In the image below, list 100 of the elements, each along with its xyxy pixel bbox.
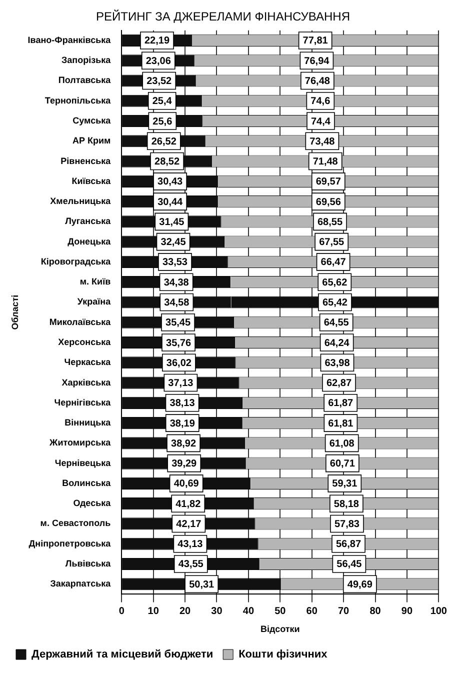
y-tick-label: Запорізька	[62, 55, 112, 66]
data-label: 31,45	[159, 216, 185, 228]
data-label: 37,13	[168, 378, 194, 390]
y-tick-label: Херсонська	[58, 336, 112, 347]
data-label: 25,4	[152, 96, 172, 108]
data-label: 62,87	[326, 378, 352, 390]
y-tick-label: Донецька	[68, 236, 112, 246]
y-tick-label: Харківська	[62, 377, 112, 388]
y-tick-label: АР Крим	[72, 136, 111, 146]
x-tick-label: 70	[338, 606, 350, 617]
y-tick-label: Львівська	[65, 558, 112, 568]
data-label: 61,08	[329, 438, 355, 450]
data-label: 30,44	[158, 196, 184, 208]
data-label: 65,62	[322, 277, 348, 288]
data-label: 64,55	[324, 318, 350, 329]
data-label: 67,55	[319, 237, 345, 248]
data-label: 76,48	[304, 76, 330, 87]
y-tick-label: Житомирська	[48, 438, 112, 448]
data-label: 74,6	[310, 96, 331, 108]
data-label: 42,17	[176, 518, 202, 530]
x-tick-label: 0	[118, 606, 125, 617]
data-label: 71,48	[312, 156, 338, 168]
data-label: 41,82	[176, 498, 202, 510]
y-tick-label: Одеська	[73, 498, 112, 508]
data-label: 50,31	[189, 579, 215, 590]
y-tick-label: Волинська	[62, 478, 112, 488]
data-label: 65,42	[322, 297, 348, 308]
data-label: 39,29	[172, 458, 198, 470]
y-tick-label: Дніпропетровська	[28, 538, 112, 548]
data-label: 32,45	[160, 237, 186, 248]
data-label: 56,45	[336, 559, 362, 570]
x-tick-label: 90	[401, 606, 413, 617]
y-tick-label: Івано-Франківська	[28, 34, 112, 45]
y-tick-label: Кіровоградська	[40, 256, 112, 266]
x-tick-label: 100	[430, 606, 448, 617]
data-label: 64,24	[324, 338, 350, 349]
data-label: 63,98	[324, 358, 350, 369]
data-label: 76,94	[304, 56, 330, 67]
y-tick-label: Миколаївська	[49, 316, 112, 327]
y-tick-label: Луганська	[65, 216, 112, 226]
x-axis-title: Відсотки	[260, 624, 300, 634]
y-tick-label: Закарпатська	[50, 578, 112, 589]
data-label: 59,31	[332, 478, 358, 490]
x-tick-label: 10	[148, 606, 160, 617]
legend-label: Кошти фізичних	[238, 648, 328, 661]
data-label: 34,58	[164, 297, 190, 308]
data-label: 60,71	[330, 458, 356, 470]
y-tick-label: Київська	[72, 176, 112, 186]
y-tick-label: Україна	[77, 296, 112, 307]
x-tick-label: 80	[370, 606, 382, 617]
data-label: 66,47	[320, 257, 346, 268]
y-tick-label: Чернівецька	[54, 458, 112, 468]
data-label: 77,81	[302, 36, 328, 47]
data-label: 61,81	[328, 418, 354, 430]
data-label: 23,06	[146, 56, 172, 67]
data-label: 38,13	[170, 398, 196, 410]
y-axis-title: Області	[10, 294, 20, 330]
y-tick-label: Полтавська	[58, 75, 112, 86]
data-label: 36,02	[166, 358, 192, 369]
data-label: 43,13	[178, 539, 204, 550]
data-label: 34,38	[164, 277, 190, 288]
y-tick-label: Вінницька	[64, 418, 112, 428]
data-label: 26,52	[151, 136, 177, 148]
data-label: 58,18	[334, 498, 360, 510]
data-label: 57,83	[334, 518, 360, 530]
y-tick-label: Рівненська	[60, 156, 112, 166]
data-label: 38,92	[171, 438, 196, 450]
y-tick-label: Тернопільська	[44, 95, 112, 106]
data-label: 33,53	[162, 257, 188, 268]
y-tick-label: Хмельницька	[50, 196, 112, 206]
data-label: 40,69	[174, 478, 200, 490]
data-label: 38,19	[170, 418, 196, 430]
data-label: 25,6	[152, 116, 173, 128]
data-label: 43,55	[178, 559, 204, 570]
x-tick-label: 50	[274, 606, 286, 617]
data-label: 73,48	[310, 136, 336, 148]
data-label: 30,43	[158, 176, 184, 188]
data-label: 74,4	[310, 116, 331, 128]
data-label: 23,52	[146, 76, 172, 87]
data-label: 22,19	[144, 36, 170, 47]
data-label: 49,69	[347, 579, 373, 590]
x-tick-label: 30	[211, 606, 223, 617]
y-tick-label: Сумська	[72, 115, 112, 126]
x-tick-label: 20	[179, 606, 192, 617]
data-label: 61,87	[328, 398, 354, 410]
data-label: 69,56	[316, 196, 342, 208]
y-tick-label: м. Київ	[80, 276, 112, 287]
data-label: 69,57	[316, 176, 342, 188]
y-tick-label: Чернігівська	[54, 397, 112, 408]
y-tick-label: м. Севастополь	[40, 518, 112, 528]
data-label: 28,52	[154, 156, 180, 168]
data-label: 35,45	[166, 318, 191, 329]
y-tick-label: Черкаська	[64, 357, 112, 368]
data-label: 35,76	[166, 338, 192, 349]
data-label: 56,87	[336, 539, 362, 550]
chart-title: РЕЙТИНГ ЗА ДЖЕРЕЛАМИ ФІНАНСУВАННЯ	[96, 10, 350, 24]
legend-label: Державний та місцевий бюджети	[32, 648, 214, 661]
x-tick-label: 40	[242, 606, 254, 617]
data-label: 68,55	[317, 216, 343, 228]
x-tick-label: 60	[306, 606, 318, 617]
